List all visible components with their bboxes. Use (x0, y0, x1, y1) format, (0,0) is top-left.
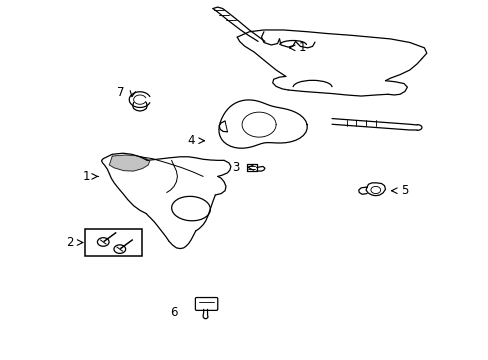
Text: 1: 1 (82, 170, 90, 183)
Text: 3: 3 (232, 161, 240, 174)
Text: 2: 2 (65, 236, 73, 249)
Text: 5: 5 (401, 184, 408, 197)
Text: 7: 7 (117, 86, 124, 99)
Text: 1: 1 (299, 41, 306, 54)
Bar (85, 229, 142, 256)
Text: 6: 6 (170, 306, 177, 319)
Polygon shape (109, 155, 149, 171)
Text: 4: 4 (187, 134, 194, 147)
